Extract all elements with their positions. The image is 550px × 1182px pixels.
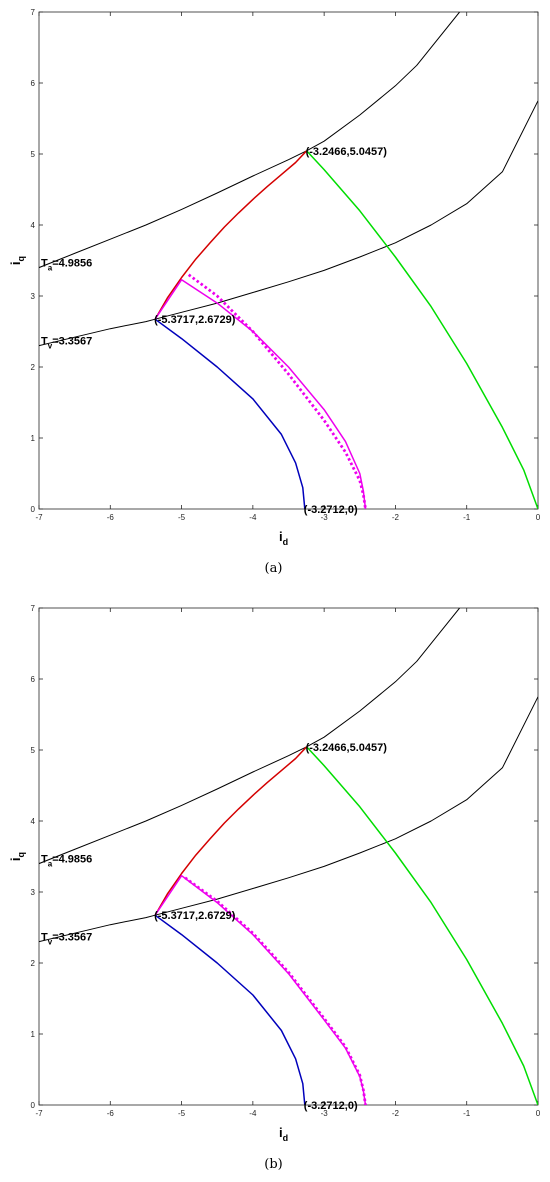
point-annotation: (-5.3717,2.6729) — [154, 314, 236, 326]
y-tick-label: 1 — [31, 1030, 36, 1039]
curve-label-subscript: a — [48, 264, 53, 273]
series-line-red — [154, 150, 308, 320]
chart-panel-1: -7 -6 -5 -4 -3 -2 -1 0 0 1 2 3 4 5 6 7 id iq (-3.2466,5.04… — [8, 8, 541, 576]
panel-caption: (a) — [265, 561, 283, 576]
plot-area — [38, 607, 539, 1106]
plot-area — [38, 11, 539, 510]
series-line-blue — [154, 318, 306, 509]
series-line-green — [306, 746, 538, 1105]
curve-label-value: =4.9856 — [52, 258, 92, 270]
y-axis-label-subscript: q — [16, 852, 26, 858]
y-tick-label: 3 — [31, 292, 36, 301]
x-tick-label: -4 — [249, 513, 257, 522]
point-annotation: (-3.2466,5.0457) — [306, 742, 388, 754]
series-group — [39, 12, 538, 509]
y-tick-label: 0 — [31, 505, 36, 514]
panel-caption: (b) — [264, 1157, 282, 1172]
x-tick-label: -6 — [107, 1109, 115, 1118]
curve-label-Tv: Tv=3.3567 — [41, 336, 92, 351]
x-axis-label: id — [279, 1125, 288, 1143]
x-tick-label: 0 — [536, 513, 541, 522]
y-tick-label: 7 — [31, 8, 36, 17]
x-tick-label: -7 — [35, 513, 43, 522]
series-line-blue — [154, 914, 306, 1105]
x-axis-label: id — [279, 529, 288, 547]
y-tick-label: 4 — [31, 817, 36, 826]
y-tick-label: 2 — [31, 363, 36, 372]
y-axis-label: iq — [8, 852, 26, 861]
x-tick-label: -2 — [392, 1109, 400, 1118]
curve-label-Ta: Ta=4.9856 — [41, 258, 92, 273]
x-tick-label: -4 — [249, 1109, 257, 1118]
x-tick-label: -2 — [392, 513, 400, 522]
curve-label-Ta: Ta=4.9856 — [41, 854, 92, 869]
curve-label-value: =3.3567 — [52, 336, 92, 348]
x-axis-label-subscript: d — [283, 1133, 289, 1143]
x-tick-label: -3 — [321, 513, 329, 522]
x-tick-label: 0 — [536, 1109, 541, 1118]
y-tick-label: 0 — [31, 1101, 36, 1110]
y-axis-label: iq — [8, 256, 26, 265]
x-tick-label: -1 — [463, 513, 471, 522]
curve-label-value: =3.3567 — [52, 932, 92, 944]
point-annotation: (-5.3717,2.6729) — [154, 910, 236, 922]
y-tick-label: 5 — [31, 746, 36, 755]
chart-panel-2: -7 -6 -5 -4 -3 -2 -1 0 0 1 2 3 4 5 6 7 id iq (-3.2466,5.04… — [8, 604, 541, 1172]
series-line-Ta-curve — [39, 608, 460, 865]
x-tick-label: -6 — [107, 513, 115, 522]
y-tick-label: 4 — [31, 221, 36, 230]
curve-label-value: =4.9856 — [52, 854, 92, 866]
series-line-magenta-dotted — [187, 273, 367, 509]
series-line-Ta-curve — [39, 12, 460, 269]
y-tick-label: 6 — [31, 79, 36, 88]
y-tick-label: 6 — [31, 675, 36, 684]
x-axis-label-subscript: d — [283, 537, 289, 547]
curve-label-Tv: Tv=3.3567 — [41, 932, 92, 947]
series-line-Tv-curve — [39, 696, 538, 943]
curve-label-subscript: a — [48, 860, 53, 869]
y-tick-label: 1 — [31, 434, 36, 443]
series-line-red — [154, 746, 308, 916]
x-tick-label: -5 — [178, 1109, 186, 1118]
series-line-green — [306, 150, 538, 509]
point-annotation: (-3.2712,0) — [304, 504, 358, 516]
series-line-Tv-curve — [39, 100, 538, 347]
series-line-magenta-dotted — [184, 876, 367, 1105]
y-tick-label: 3 — [31, 888, 36, 897]
y-tick-label: 2 — [31, 959, 36, 968]
x-tick-label: -7 — [35, 1109, 43, 1118]
y-tick-label: 7 — [31, 604, 36, 613]
x-tick-label: -3 — [321, 1109, 329, 1118]
series-group — [39, 608, 538, 1105]
curve-label-subscript: v — [48, 938, 53, 947]
point-annotation: (-3.2466,5.0457) — [306, 146, 388, 158]
point-annotation: (-3.2712,0) — [304, 1100, 358, 1112]
curve-label-subscript: v — [48, 342, 53, 351]
y-tick-label: 5 — [31, 150, 36, 159]
y-axis-label-subscript: q — [16, 256, 26, 262]
x-tick-label: -1 — [463, 1109, 471, 1118]
x-tick-label: -5 — [178, 513, 186, 522]
